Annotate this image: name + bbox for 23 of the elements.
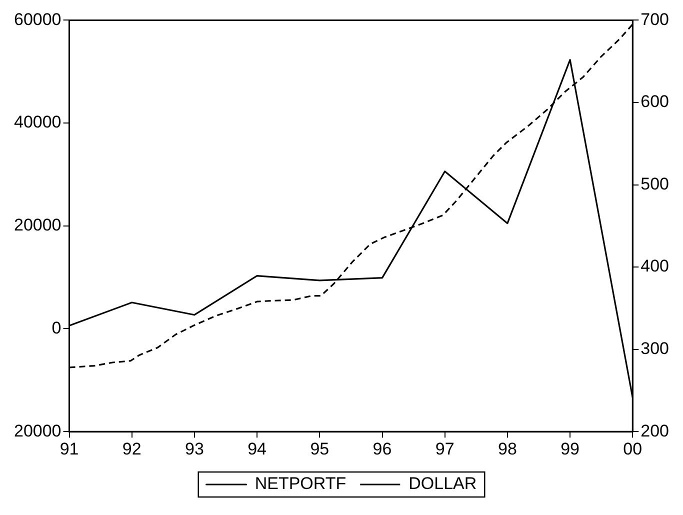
x-tick-label: 95 [310, 439, 330, 458]
y2-tick-label: 400 [640, 256, 670, 276]
x-tick-label: 00 [623, 439, 642, 458]
x-tick-label: 93 [185, 439, 204, 458]
y-tick-label: 0 [52, 318, 62, 338]
x-tick-label: 98 [498, 439, 517, 458]
y2-tick-label: 200 [640, 421, 670, 440]
x-tick-label: 94 [248, 439, 267, 458]
x-tick-label: 96 [372, 439, 392, 458]
y2-tick-label: 600 [640, 92, 670, 112]
x-tick-label: 99 [560, 439, 580, 458]
legend-label: NETPORTF [254, 474, 346, 494]
legend-label: DOLLAR [408, 474, 477, 494]
y-tick-label: 60000 [14, 10, 62, 29]
y2-tick-label: 500 [640, 174, 670, 194]
y-tick-label: 20000 [14, 421, 62, 440]
y-tick-label: 40000 [14, 112, 62, 132]
x-tick-label: 97 [435, 439, 454, 458]
y-tick-label: 20000 [14, 216, 62, 235]
y2-tick-label: 300 [640, 339, 670, 358]
y2-tick-label: 700 [640, 10, 670, 29]
x-tick-label: 92 [122, 439, 142, 458]
x-tick-label: 91 [60, 439, 79, 458]
